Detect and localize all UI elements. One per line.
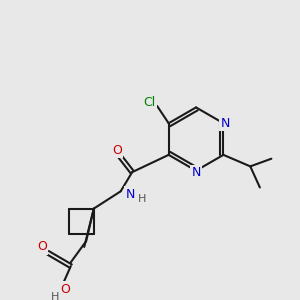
Text: Cl: Cl	[143, 96, 156, 109]
Text: O: O	[60, 283, 70, 296]
Text: H: H	[51, 292, 60, 300]
Text: N: N	[191, 166, 201, 179]
Text: O: O	[112, 144, 122, 157]
Text: O: O	[37, 240, 47, 254]
Text: H: H	[138, 194, 146, 204]
Text: N: N	[221, 117, 230, 130]
Text: N: N	[126, 188, 135, 201]
